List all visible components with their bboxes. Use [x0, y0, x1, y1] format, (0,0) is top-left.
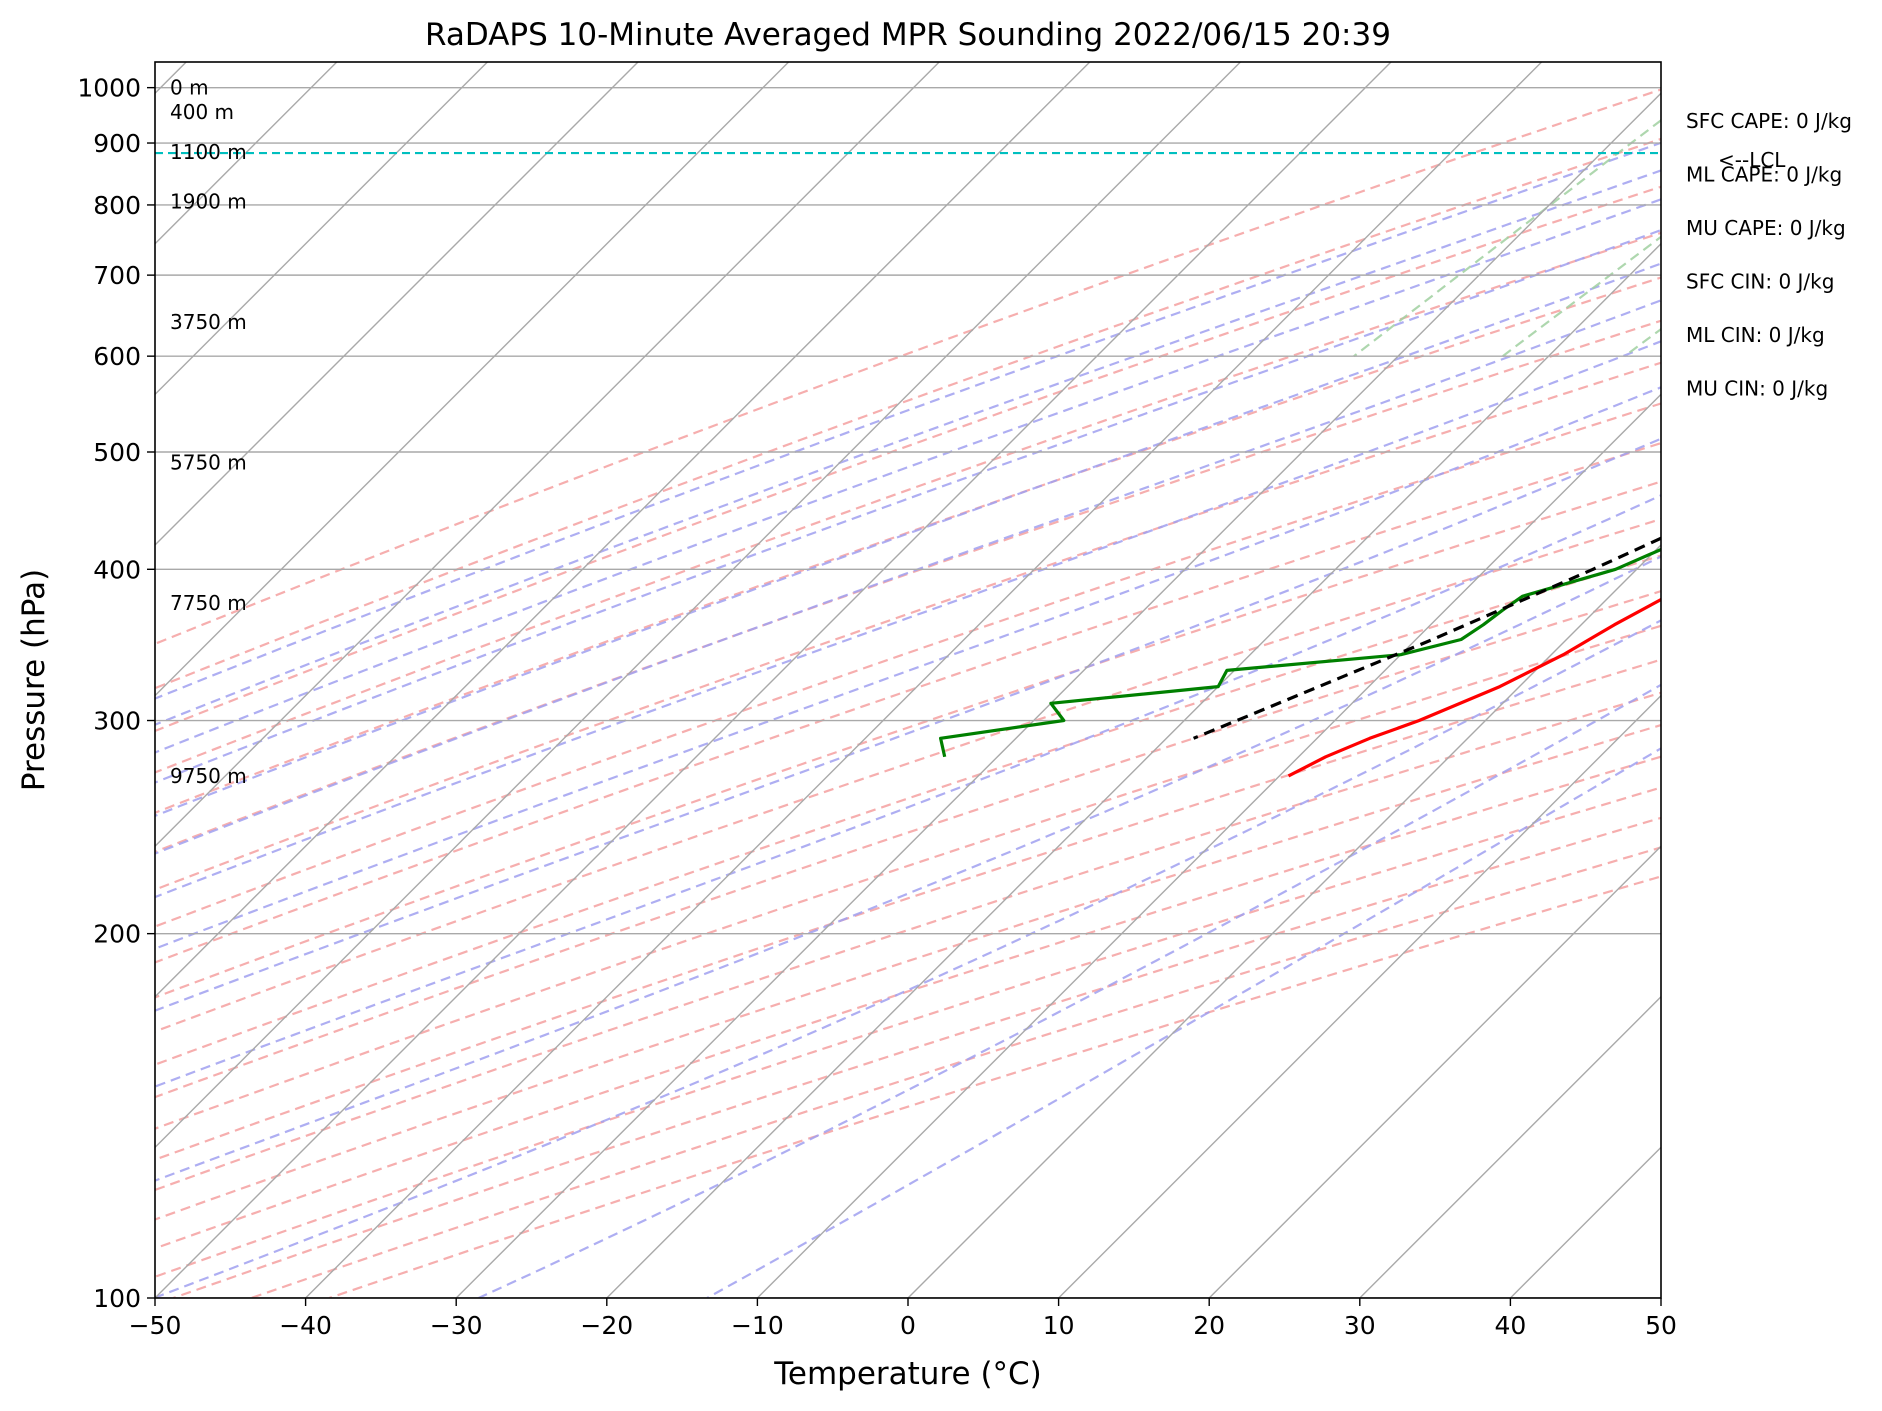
x-tick-label: 50	[1645, 1311, 1677, 1340]
stability-index-label: ML CIN: 0 J/kg	[1686, 323, 1825, 347]
y-tick-label: 700	[93, 261, 141, 290]
height-label: 1900 m	[170, 190, 247, 214]
stability-index-label: MU CIN: 0 J/kg	[1686, 377, 1828, 401]
height-label: 3750 m	[170, 310, 247, 334]
y-tick-label: 800	[93, 191, 141, 220]
y-tick-label: 900	[93, 129, 141, 158]
height-label: 7750 m	[170, 591, 247, 615]
x-tick-label: −30	[430, 1311, 483, 1340]
stability-index-label: ML CAPE: 0 J/kg	[1686, 163, 1842, 187]
y-tick-label: 200	[93, 920, 141, 949]
y-tick-label: 600	[93, 342, 141, 371]
chart-title: RaDAPS 10-Minute Averaged MPR Sounding 2…	[425, 17, 1391, 53]
x-tick-label: −20	[580, 1311, 633, 1340]
height-label: 5750 m	[170, 451, 247, 475]
x-tick-label: −50	[129, 1311, 182, 1340]
height-label: 0 m	[170, 76, 209, 100]
x-tick-label: −10	[731, 1311, 784, 1340]
height-label: 1100 m	[170, 140, 247, 164]
x-tick-label: 40	[1494, 1311, 1526, 1340]
x-axis-label: Temperature (°C)	[773, 1356, 1042, 1392]
y-tick-label: 100	[93, 1284, 141, 1313]
x-tick-label: 20	[1193, 1311, 1225, 1340]
x-tick-label: 30	[1344, 1311, 1376, 1340]
y-axis-label: Pressure (hPa)	[16, 569, 52, 791]
height-label: 9750 m	[170, 764, 247, 788]
x-tick-label: 0	[900, 1311, 916, 1340]
y-tick-label: 400	[93, 555, 141, 584]
y-tick-label: 500	[93, 438, 141, 467]
y-tick-label: 1000	[77, 74, 141, 103]
x-tick-label: −40	[279, 1311, 332, 1340]
stability-index-label: SFC CAPE: 0 J/kg	[1686, 109, 1852, 133]
x-tick-label: 10	[1043, 1311, 1075, 1340]
height-label: 400 m	[170, 100, 234, 124]
y-tick-label: 300	[93, 707, 141, 736]
stability-index-label: SFC CIN: 0 J/kg	[1686, 270, 1834, 294]
stability-index-label: MU CAPE: 0 J/kg	[1686, 216, 1846, 240]
